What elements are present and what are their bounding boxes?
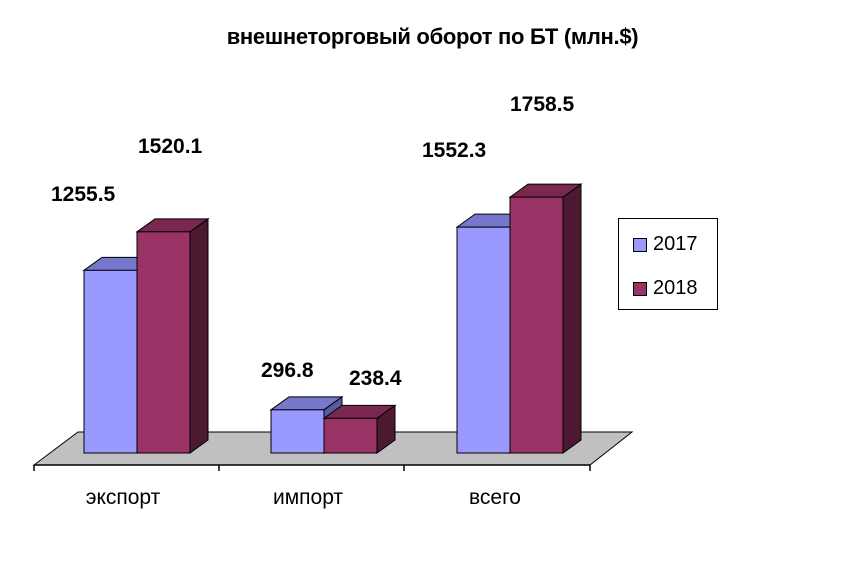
bar-side-2018-2	[562, 183, 582, 454]
bar-2018-0	[136, 231, 191, 454]
legend-item-2017: 2017	[633, 233, 698, 256]
bar-2018-1	[323, 417, 378, 454]
data-label-2017-2: 1552.3	[422, 139, 486, 162]
bar-2017-2	[456, 226, 511, 454]
legend-swatch-2018	[633, 281, 647, 296]
category-label-2: всего	[469, 486, 521, 509]
legend-swatch-2017	[633, 237, 647, 252]
data-label-2018-0: 1520.1	[138, 135, 203, 158]
legend-label-2018: 2018	[653, 277, 698, 299]
bar-2018-2	[509, 196, 564, 454]
bar-2017-1	[270, 409, 325, 454]
data-label-2018-2: 1758.5	[510, 93, 575, 116]
legend-item-2018: 2018	[633, 277, 698, 300]
data-label-2017-0: 1255.5	[51, 183, 116, 206]
data-label-2018-1: 238.4	[349, 367, 402, 390]
chart-legend: 2017 2018	[618, 218, 718, 310]
bar-side-2018-0	[189, 217, 209, 454]
data-label-2017-1: 296.8	[261, 359, 314, 382]
bar-2017-0	[83, 269, 138, 454]
legend-label-2017: 2017	[653, 233, 698, 255]
chart-title: внешнеторговый оборот по БТ (млн.$)	[226, 24, 639, 49]
category-label-1: импорт	[273, 486, 343, 509]
category-label-0: экспорт	[86, 486, 161, 509]
